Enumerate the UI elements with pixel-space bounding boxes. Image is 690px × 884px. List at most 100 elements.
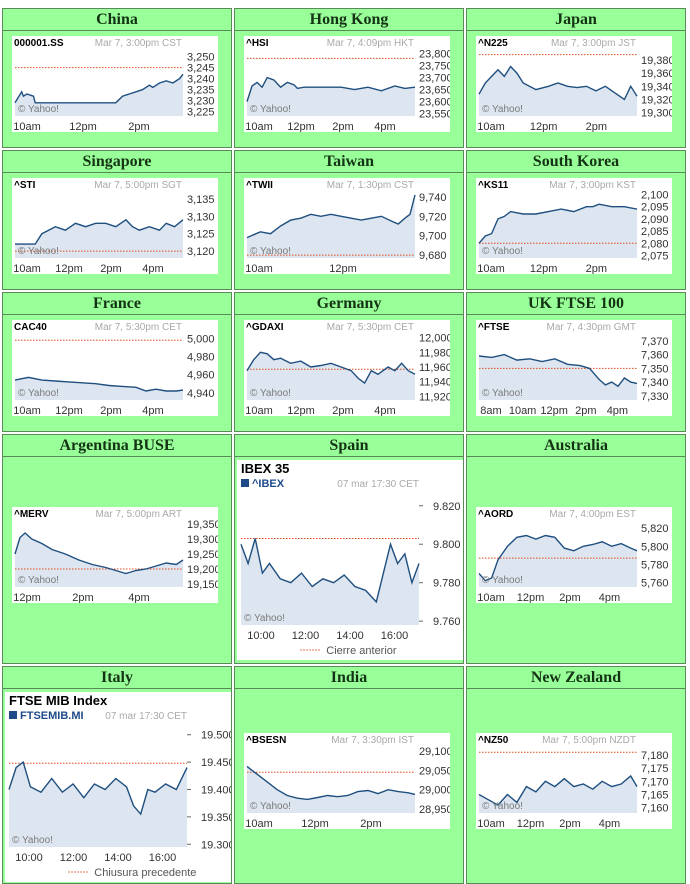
market-title: Spain: [235, 435, 463, 457]
y-tick-label: 11,940: [419, 377, 450, 389]
x-tick-label: 4pm: [128, 592, 149, 603]
market-title: Singapore: [3, 151, 231, 173]
y-tick-label: 7,340: [641, 377, 669, 389]
chart-symbol: ^GDAXI: [246, 322, 284, 333]
market-title: UK FTSE 100: [467, 293, 685, 315]
x-tick-label: 12pm: [13, 592, 41, 603]
x-tick-label: 2pm: [332, 405, 353, 416]
yahoo-watermark: © Yahoo!: [250, 388, 291, 399]
chart-timestamp: Mar 7, 5:00pm ART: [95, 509, 182, 520]
series-swatch: [241, 479, 249, 487]
x-tick-label: 10am: [245, 818, 273, 829]
y-tick-label: 4,980: [187, 352, 215, 364]
yahoo-watermark: © Yahoo!: [12, 835, 53, 846]
y-tick-label: 3,135: [187, 194, 215, 206]
y-tick-label: 4,940: [187, 388, 215, 400]
y-tick-label: 19.300: [201, 839, 231, 851]
chart-svg: 19.50019.45019.40019.35019.30010:0012:00…: [5, 692, 231, 882]
y-tick-label: 19,150: [187, 579, 218, 591]
y-tick-label: 19.500: [201, 730, 231, 742]
y-tick-label: 7,160: [641, 803, 669, 815]
x-tick-label: 2pm: [575, 405, 596, 416]
y-tick-label: 11,920: [419, 391, 450, 403]
chart-symbol: 000001.SS: [14, 38, 64, 49]
y-tick-label: 23,550: [419, 109, 450, 121]
y-tick-label: 19,340: [641, 81, 672, 93]
x-tick-label: 4pm: [599, 818, 620, 829]
x-tick-label: 14:00: [104, 852, 132, 864]
y-tick-label: 19,360: [641, 68, 672, 80]
chart-timestamp: 07 mar 17:30 CET: [105, 711, 187, 722]
chart-symbol: ^TWII: [246, 180, 273, 191]
x-tick-label: 12pm: [540, 405, 568, 416]
y-tick-label: 19.450: [201, 757, 231, 769]
x-tick-label: 10:00: [247, 630, 275, 642]
chart-timestamp: Mar 7, 4:09pm HKT: [327, 38, 414, 49]
y-tick-label: 23,600: [419, 97, 450, 109]
x-tick-label: 16:00: [381, 630, 409, 642]
y-tick-label: 3,225: [187, 107, 215, 119]
y-tick-label: 2,075: [641, 251, 669, 263]
y-tick-label: 5,820: [641, 523, 669, 535]
y-tick-label: 3,125: [187, 229, 215, 241]
market-title: Japan: [467, 9, 685, 31]
chart-title: FTSE MIB Index: [9, 693, 108, 708]
x-tick-label: 12pm: [530, 121, 558, 132]
x-tick-label: 2pm: [559, 818, 580, 829]
yahoo-watermark: © Yahoo!: [482, 246, 523, 257]
chart-timestamp: Mar 7, 1:30pm CST: [327, 180, 414, 191]
market-title: Australia: [467, 435, 685, 457]
x-tick-label: 4pm: [142, 263, 163, 274]
x-tick-label: 12pm: [517, 818, 545, 829]
y-tick-label: 23,650: [419, 85, 450, 97]
y-tick-label: 12,000: [419, 333, 450, 345]
y-tick-label: 19,320: [641, 95, 672, 107]
y-tick-label: 11,980: [419, 347, 450, 359]
chart-timestamp: Mar 7, 3:00pm CST: [95, 38, 182, 49]
market-title: Germany: [235, 293, 463, 315]
chart-symbol: FTSEMIB.MI: [20, 710, 84, 722]
x-tick-label: 10am: [245, 405, 273, 416]
legend-label: Cierre anterior: [326, 645, 397, 657]
x-tick-label: 2pm: [586, 121, 607, 132]
x-tick-label: 14:00: [336, 630, 364, 642]
yahoo-watermark: © Yahoo!: [244, 613, 285, 624]
chart-timestamp: Mar 7, 4:30pm GMT: [547, 322, 636, 333]
x-tick-label: 8am: [480, 405, 501, 416]
market-title: France: [3, 293, 231, 315]
y-tick-label: 19,200: [187, 564, 218, 576]
chart-timestamp: Mar 7, 5:30pm CET: [95, 322, 182, 333]
y-tick-label: 29,100: [419, 746, 450, 758]
x-tick-label: 12:00: [60, 852, 88, 864]
market-title: Italy: [3, 667, 231, 689]
yahoo-watermark: © Yahoo!: [250, 246, 291, 257]
y-tick-label: 9,740: [419, 192, 447, 204]
x-tick-label: 4pm: [374, 405, 395, 416]
chart-symbol: ^N225: [478, 38, 508, 49]
chart-italy: 19.50019.45019.40019.35019.30010:0012:00…: [5, 692, 231, 882]
y-tick-label: 9.760: [433, 616, 461, 628]
y-tick-label: 7,360: [641, 350, 669, 362]
x-tick-label: 4pm: [599, 592, 620, 603]
x-tick-label: 10am: [477, 263, 505, 274]
y-tick-label: 7,370: [641, 336, 669, 348]
y-tick-label: 9,700: [419, 231, 447, 243]
x-tick-label: 12pm: [530, 263, 558, 274]
